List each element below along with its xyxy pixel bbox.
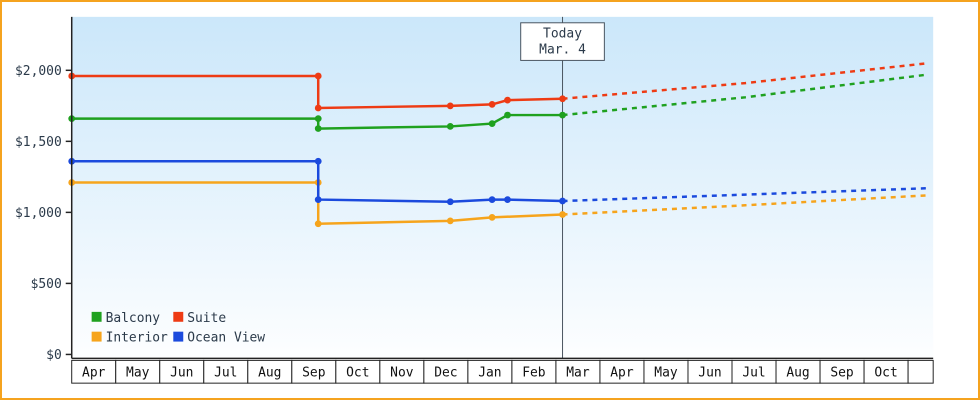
x-axis-label-18-oct: Oct — [874, 366, 897, 381]
x-axis-label-6-oct: Oct — [346, 366, 369, 381]
series-forecast-line-suite — [562, 61, 929, 100]
data-point-marker-ocean-view — [488, 196, 496, 203]
data-point-marker-suite — [488, 101, 496, 108]
today-label-line2: Mar. 4 — [539, 43, 586, 58]
today-label-box — [520, 22, 605, 61]
legend-label-ocean-view: Ocean View — [187, 331, 265, 346]
data-point-marker-ocean-view — [446, 198, 454, 206]
x-axis-label-17-sep: Sep — [830, 366, 853, 381]
data-point-marker-balcony — [314, 115, 322, 122]
data-point-marker-ocean-view — [314, 157, 322, 165]
x-axis-label-11-mar: Mar — [566, 366, 590, 381]
data-point-marker-interior — [559, 211, 566, 218]
x-axis-label-1-may: May — [126, 366, 150, 381]
data-point-marker-balcony — [559, 111, 566, 119]
series-forecast-line-ocean-view — [562, 186, 928, 203]
x-axis-label-14-jun: Jun — [698, 366, 721, 381]
x-axis-label-7-nov: Nov — [390, 366, 414, 381]
y-axis-tick-label: $1,000 — [15, 206, 62, 221]
legend-label-interior: Interior — [106, 331, 169, 346]
x-axis-label-15-jul: Jul — [742, 366, 765, 381]
data-point-marker-suite — [314, 72, 322, 80]
series-forecast-line-interior — [562, 194, 928, 216]
data-point-marker-balcony — [314, 125, 322, 132]
x-axis-label-2-jun: Jun — [170, 366, 193, 381]
data-point-marker-balcony — [504, 111, 511, 119]
data-point-marker-suite — [314, 104, 322, 112]
data-point-marker-interior — [314, 220, 322, 228]
x-axis-label-9-jan: Jan — [478, 366, 501, 381]
x-axis-label-13-may: May — [654, 366, 678, 381]
legend-swatch-suite — [173, 311, 184, 322]
legend-swatch-interior — [91, 331, 102, 342]
y-axis-tick-label: $0 — [46, 348, 62, 363]
data-point-marker-interior — [446, 217, 454, 225]
series-history-line-interior — [71, 181, 563, 226]
x-axis-label-10-feb: Feb — [522, 366, 545, 381]
x-axis-label-16-aug: Aug — [786, 366, 809, 381]
month-cell-empty — [907, 359, 934, 384]
x-axis-label-4-aug: Aug — [258, 366, 281, 381]
data-point-marker-suite — [504, 96, 511, 104]
legend-label-balcony: Balcony — [106, 311, 161, 326]
x-axis-label-0-apr: Apr — [82, 366, 106, 381]
data-point-marker-balcony — [446, 123, 454, 130]
data-point-marker-ocean-view — [504, 196, 511, 203]
x-axis-label-5-sep: Sep — [302, 366, 325, 381]
data-point-marker-ocean-view — [314, 196, 322, 203]
data-point-marker-balcony — [488, 120, 496, 127]
y-axis-tick-label: $1,500 — [15, 135, 62, 150]
data-point-marker-suite — [446, 102, 454, 110]
legend-swatch-ocean-view — [173, 331, 184, 342]
data-point-marker-ocean-view — [559, 197, 566, 205]
today-label-line1: Today — [543, 27, 582, 42]
legend-swatch-balcony — [91, 311, 102, 322]
x-axis-label-3-jul: Jul — [214, 366, 237, 381]
y-axis-tick-label: $2,000 — [15, 64, 62, 79]
data-point-marker-suite — [559, 95, 566, 103]
legend-label-suite: Suite — [187, 311, 226, 326]
series-forecast-line-balcony — [562, 73, 929, 117]
x-axis-label-8-dec: Dec — [434, 366, 457, 381]
x-axis-label-12-apr: Apr — [610, 366, 634, 381]
y-axis-tick-label: $500 — [31, 277, 62, 292]
data-point-marker-interior — [488, 213, 496, 221]
plot-background — [71, 16, 934, 359]
